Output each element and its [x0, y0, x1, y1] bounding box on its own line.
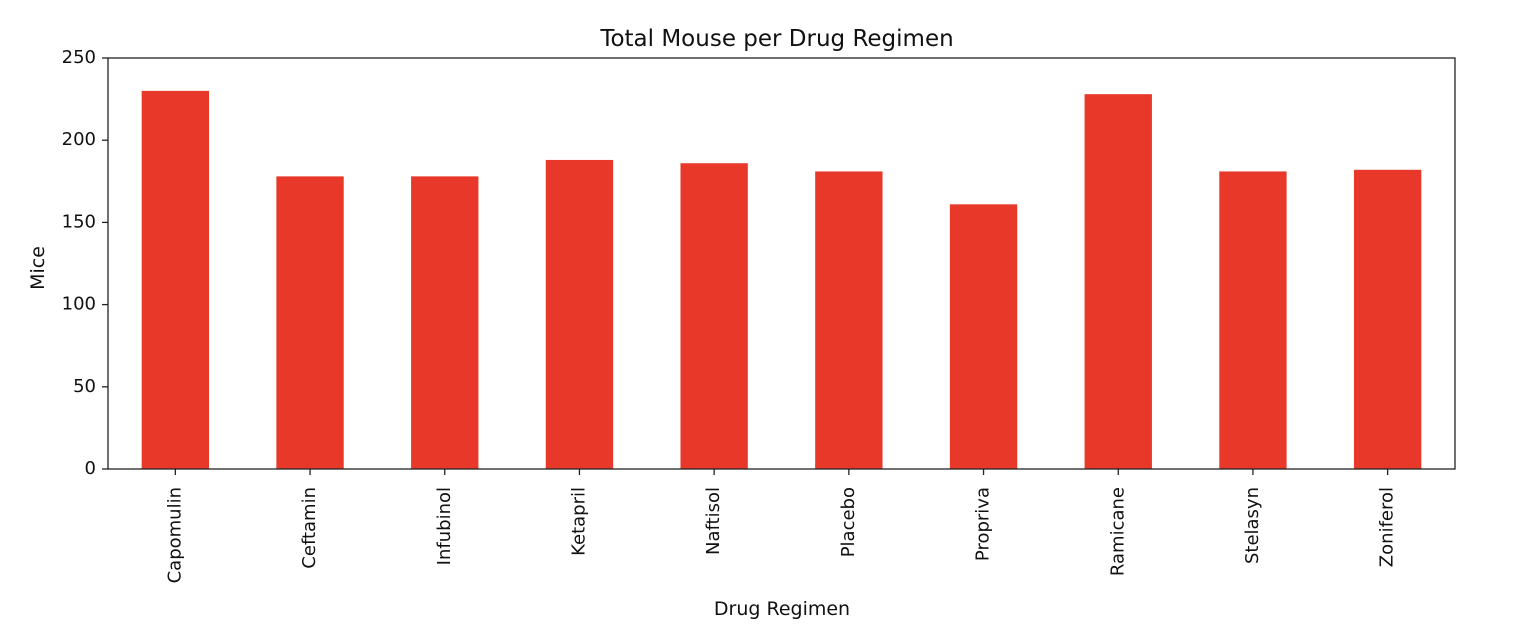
y-tick-label: 150	[62, 211, 96, 232]
y-axis-label: Mice	[27, 246, 49, 290]
x-tick-label: Stelasyn	[1242, 487, 1263, 564]
y-axis-ticks: 0 50 100 150 200 250	[62, 47, 108, 479]
x-tick-label: Placebo	[838, 487, 859, 557]
y-tick-label: 0	[85, 458, 96, 479]
x-tick-label: Capomulin	[164, 487, 185, 583]
x-tick-label: Zoniferol	[1377, 487, 1398, 567]
bar-zoniferol	[1353, 169, 1422, 470]
x-tick-label: Ketapril	[568, 487, 589, 556]
bar-naftisol	[680, 163, 748, 469]
x-tick-label: Infubinol	[434, 487, 455, 565]
bar-placebo	[815, 171, 883, 469]
plot-frame	[107, 57, 1456, 470]
bar-ketapril	[545, 159, 614, 469]
bar-propriva	[949, 204, 1018, 469]
bar-infubinol	[411, 176, 479, 469]
x-axis-label: Drug Regimen	[714, 598, 850, 620]
y-tick-label: 50	[73, 376, 96, 397]
y-tick-label: 100	[62, 294, 96, 315]
x-tick-label: Ceftamin	[299, 487, 320, 569]
bars	[141, 90, 1422, 470]
x-tick-label: Naftisol	[703, 487, 724, 555]
y-tick-label: 250	[62, 47, 96, 68]
x-axis-ticks: Capomulin Ceftamin Infubinol Ketapril Naftis…	[164, 469, 1398, 583]
bar-capomulin	[141, 90, 210, 469]
x-tick-label: Propriva	[973, 487, 994, 561]
bar-stelasyn	[1219, 171, 1287, 469]
bar-ceftamin	[276, 176, 344, 469]
y-tick-label: 200	[62, 129, 96, 150]
bar-ramicane	[1084, 94, 1152, 470]
x-tick-label: Ramicane	[1107, 487, 1128, 576]
chart-title: Total Mouse per Drug Regimen	[599, 26, 953, 52]
